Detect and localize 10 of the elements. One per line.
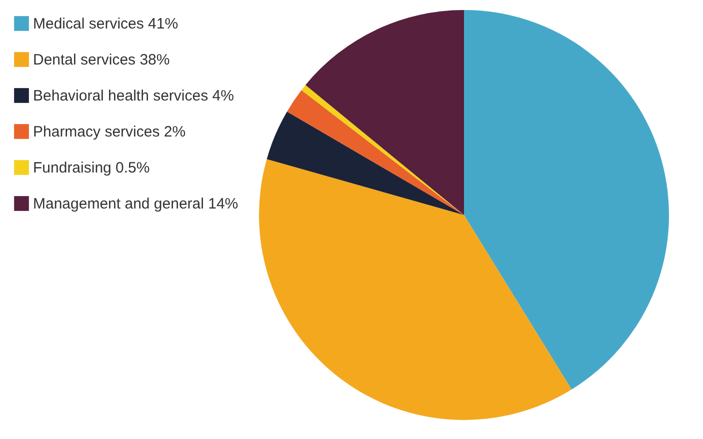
pie-slice xyxy=(266,112,464,215)
legend-label: Management and general 14% xyxy=(33,196,238,212)
legend-label: Dental services 38% xyxy=(33,52,170,68)
pie-slice xyxy=(305,10,464,215)
legend-label: Pharmacy services 2% xyxy=(33,124,186,140)
legend-label: Behavioral health services 4% xyxy=(33,88,234,104)
pie-slice xyxy=(259,159,572,420)
legend-label: Fundraising 0.5% xyxy=(33,160,150,176)
pie-slice xyxy=(464,10,669,390)
legend-label: Medical services 41% xyxy=(33,16,178,32)
